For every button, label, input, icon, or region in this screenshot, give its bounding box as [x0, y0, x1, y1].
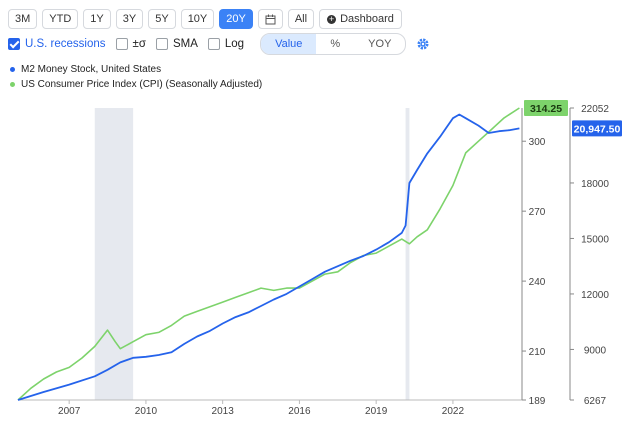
dashboard-button[interactable]: + Dashboard	[319, 9, 402, 29]
m2-tick-label: 15000	[581, 234, 609, 245]
x-tick-label: 2013	[212, 406, 235, 417]
recessions-toggle[interactable]: U.S. recessions	[8, 38, 106, 50]
legend-label-cpi: US Consumer Price Index (CPI) (Seasonall…	[21, 79, 263, 90]
x-tick-label: 2019	[365, 406, 388, 417]
mode-yoy-button[interactable]: YOY	[368, 38, 392, 50]
range-3y-button[interactable]: 3Y	[115, 9, 144, 29]
chart-legend: M2 Money Stock, United States US Consume…	[10, 62, 262, 92]
sma-toggle[interactable]: SMA	[155, 38, 198, 50]
cpi-tick-label: 270	[529, 207, 546, 218]
x-tick-label: 2016	[288, 406, 311, 417]
options-row: U.S. recessions ±σ SMA Log Value % YOY	[8, 33, 430, 55]
legend-dot-m2	[10, 67, 15, 72]
legend-label-m2: M2 Money Stock, United States	[21, 64, 162, 75]
cpi-last-value-label: 314.25	[530, 103, 562, 115]
series-lines	[17, 107, 520, 401]
m2-tick-label: 9000	[584, 345, 607, 356]
x-tick-label: 2010	[135, 406, 158, 417]
calendar-icon	[265, 14, 276, 24]
mode-segmented-control: Value % YOY	[260, 33, 407, 55]
sigma-checkbox[interactable]	[115, 38, 128, 50]
series-line-cpi	[17, 107, 520, 401]
legend-dot-cpi	[10, 82, 15, 87]
range-20y-button[interactable]: 20Y	[219, 9, 253, 29]
sigma-toggle[interactable]: ±σ	[115, 38, 146, 50]
recession-band	[94, 108, 134, 400]
cpi-last-value-badge	[524, 100, 568, 116]
series-line-m2	[17, 113, 520, 401]
plus-circle-icon: +	[327, 13, 337, 24]
value-labels: 314.25 20,947.50	[524, 100, 622, 137]
m2-last-value-badge	[572, 120, 622, 137]
sigma-label: ±σ	[132, 38, 146, 50]
axes: 2007 2010 2013 2016 2019 2022 189 210 240 270 300 6…	[18, 104, 609, 417]
recessions-label: U.S. recessions	[25, 38, 106, 50]
mode-value-button[interactable]: Value	[261, 34, 317, 54]
cpi-tick-label: 189	[529, 396, 546, 407]
sma-checkbox[interactable]	[155, 38, 168, 50]
range-3m-button[interactable]: 3M	[8, 9, 38, 29]
range-10y-button[interactable]: 10Y	[180, 9, 215, 29]
cpi-tick-label: 240	[529, 277, 546, 288]
dashboard-label: Dashboard	[340, 13, 394, 25]
gear-icon[interactable]	[416, 37, 430, 51]
log-label: Log	[224, 38, 245, 50]
range-all-button[interactable]: All	[287, 9, 315, 29]
range-1y-button[interactable]: 1Y	[83, 9, 111, 29]
recession-band	[405, 108, 410, 400]
sma-label: SMA	[172, 38, 198, 50]
legend-item-cpi[interactable]: US Consumer Price Index (CPI) (Seasonall…	[10, 77, 262, 92]
calendar-button[interactable]	[257, 9, 283, 29]
cpi-tick-label: 300	[529, 137, 546, 148]
m2-tick-label: 18000	[581, 179, 609, 190]
m2-last-value-label: 20,947.50	[574, 123, 621, 135]
range-5y-button[interactable]: 5Y	[148, 9, 176, 29]
range-ytd-button[interactable]: YTD	[42, 9, 79, 29]
recession-bands	[94, 108, 410, 400]
x-tick-label: 2007	[58, 406, 81, 417]
cpi-tick-label: 210	[529, 347, 546, 358]
legend-item-m2[interactable]: M2 Money Stock, United States	[10, 62, 262, 77]
log-checkbox[interactable]	[207, 38, 220, 50]
log-toggle[interactable]: Log	[207, 38, 245, 50]
m2-tick-label: 22052	[581, 104, 609, 115]
m2-tick-label: 12000	[581, 290, 609, 301]
m2-tick-label: 6267	[584, 396, 607, 407]
x-tick-label: 2022	[442, 406, 465, 417]
range-toolbar: 3M YTD 1Y 3Y 5Y 10Y 20Y All + Dashboard	[8, 8, 402, 30]
recessions-checkbox[interactable]	[8, 38, 20, 50]
mode-percent-button[interactable]: %	[330, 38, 341, 50]
